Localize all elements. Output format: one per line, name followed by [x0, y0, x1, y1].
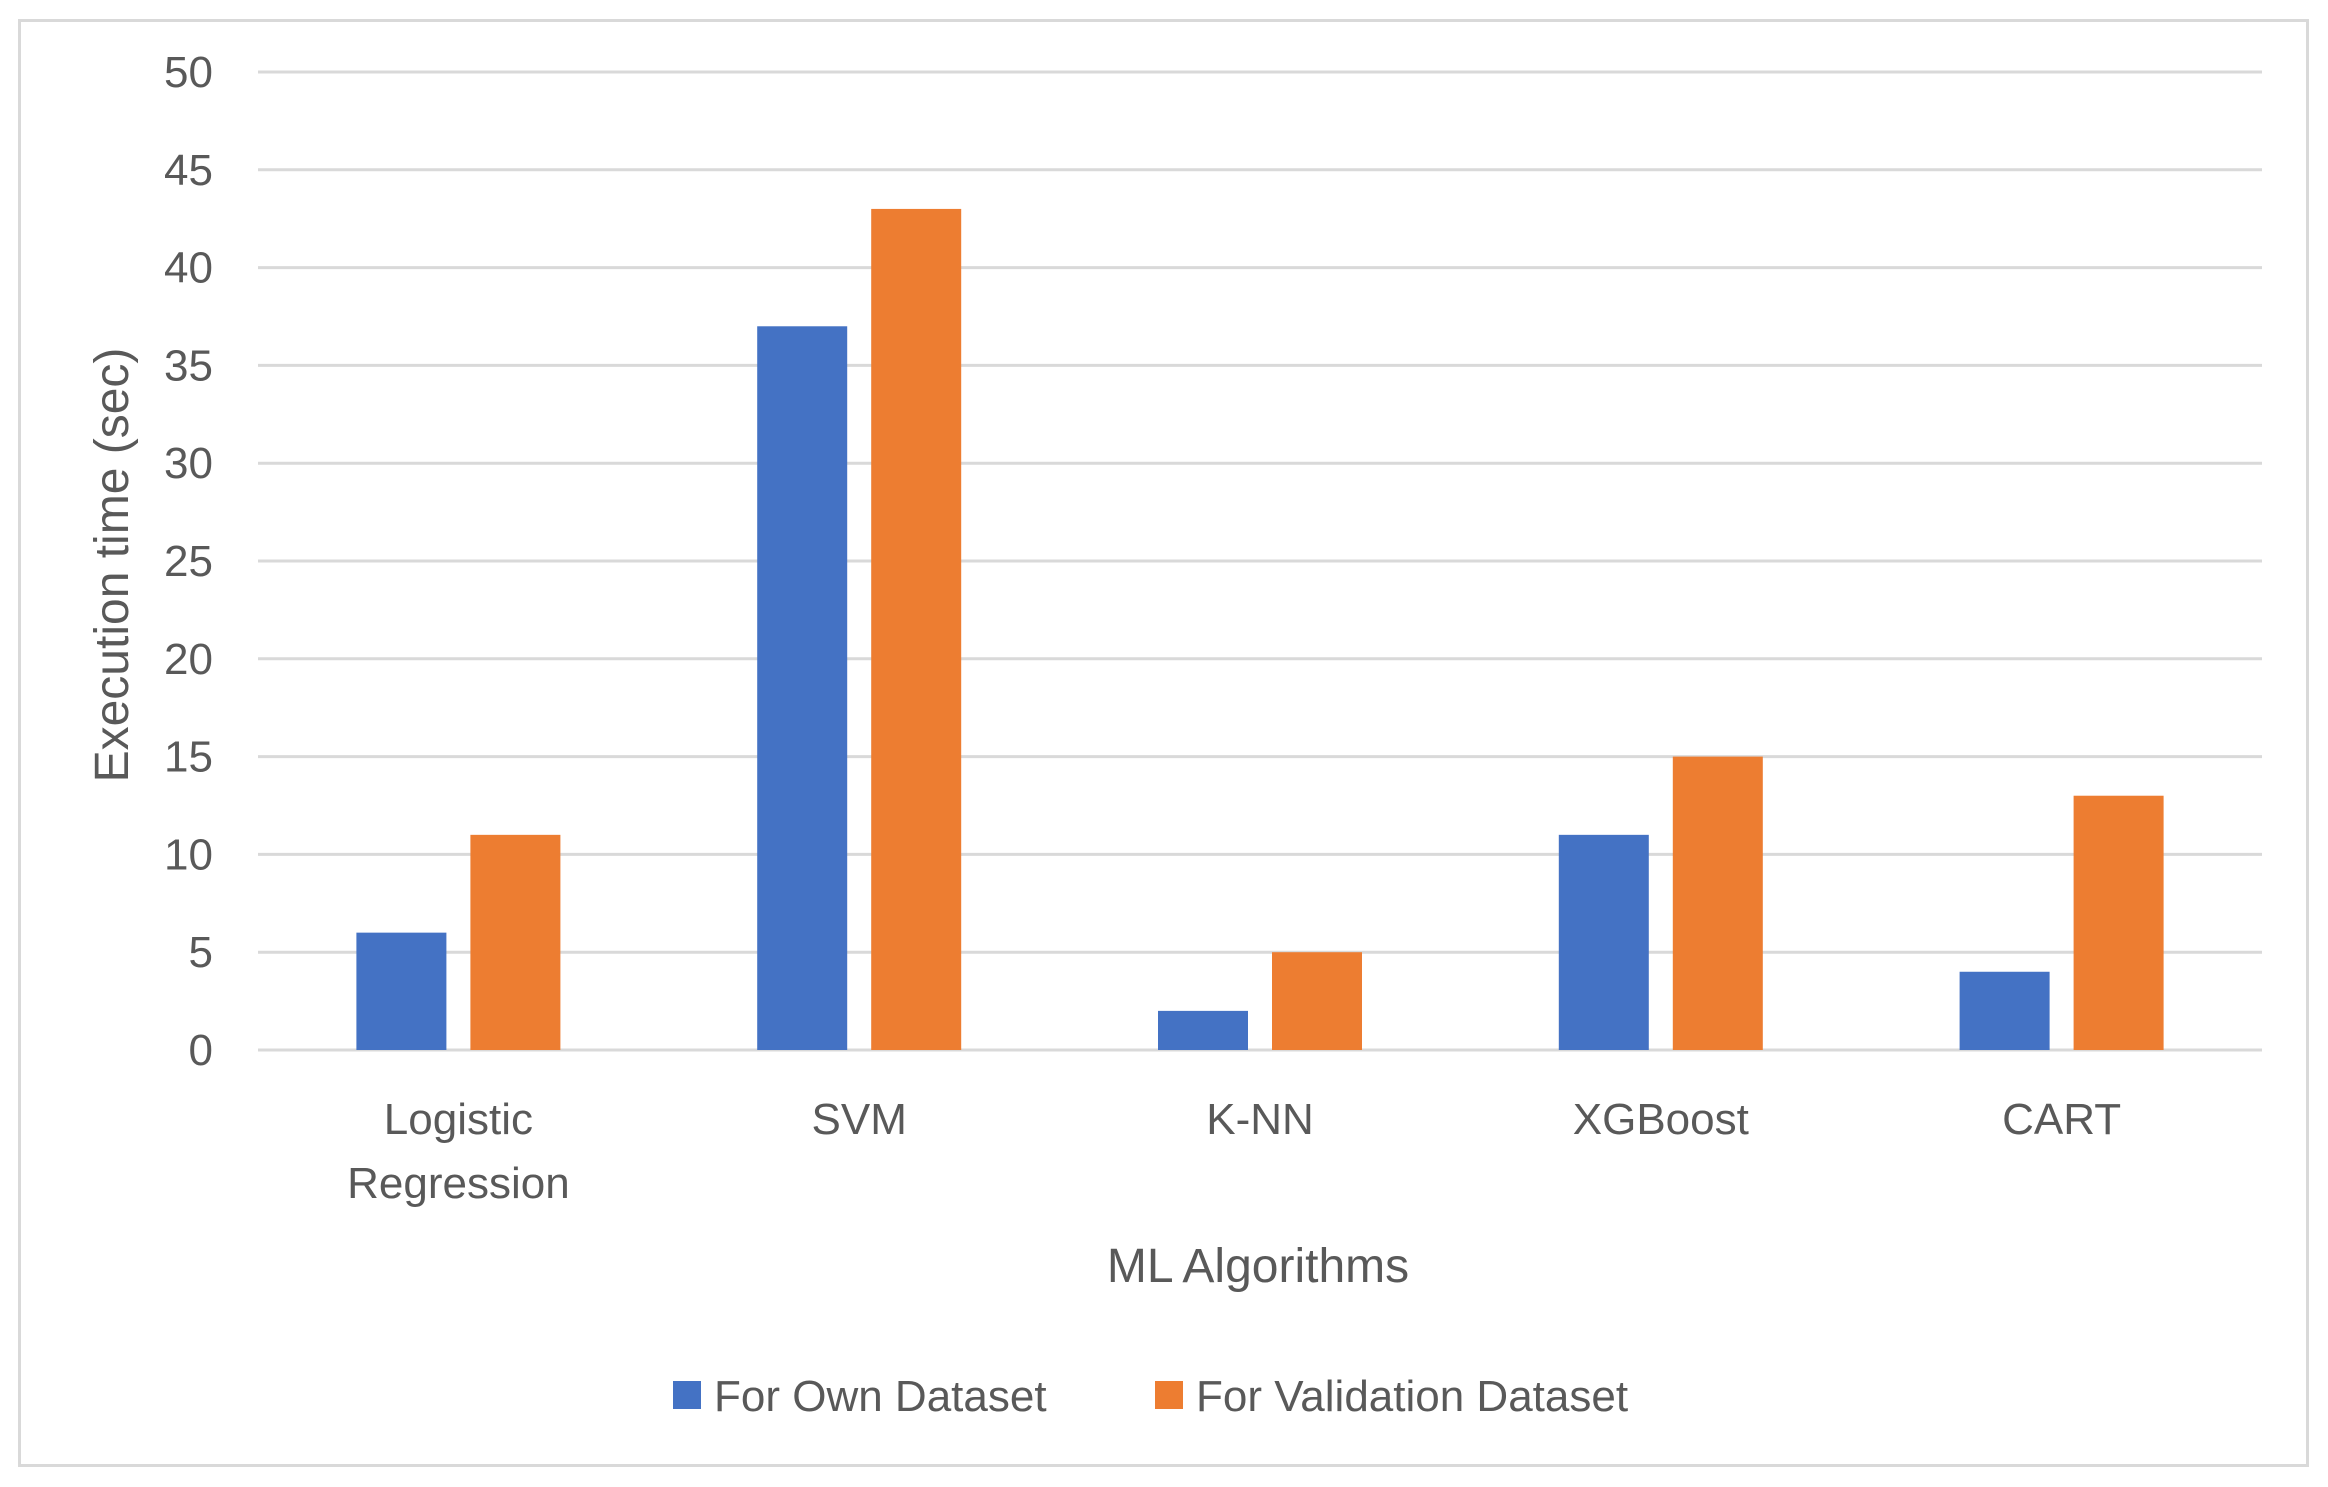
y-axis-title: Execution time (sec) [86, 348, 139, 783]
y-tick-label: 45 [164, 146, 213, 195]
y-tick-label: 10 [164, 830, 213, 879]
bar-validation-0 [470, 834, 561, 1050]
y-axis-ticks: 0 5 10 15 20 25 30 35 40 45 50 [164, 48, 213, 1075]
y-tick-label: 40 [164, 244, 213, 293]
x-tick-label: SVM [812, 1095, 907, 1144]
bar-validation-4 [2073, 795, 2164, 1050]
x-axis-title: ML Algorithms [1107, 1240, 1409, 1293]
bar-validation-3 [1672, 756, 1763, 1050]
y-tick-label: 30 [164, 439, 213, 488]
bar-validation-1 [871, 208, 962, 1051]
legend-swatch [1155, 1381, 1183, 1409]
y-tick-label: 15 [164, 733, 213, 782]
y-tick-label: 5 [189, 928, 213, 977]
bar-own-4 [1959, 971, 2050, 1050]
bar-own-3 [1558, 834, 1649, 1050]
legend-label: For Validation Dataset [1196, 1372, 1628, 1421]
gridlines [258, 70, 2262, 1052]
bar-own-2 [1158, 1010, 1248, 1050]
bar-own-1 [757, 326, 848, 1050]
y-tick-label: 50 [164, 48, 213, 97]
y-tick-label: 35 [164, 341, 213, 390]
bars [356, 208, 2164, 1051]
legend-swatch [673, 1381, 701, 1409]
legend: For Own Dataset For Validation Dataset [673, 1372, 1628, 1421]
x-tick-label: Regression [347, 1159, 570, 1208]
legend-label: For Own Dataset [714, 1372, 1047, 1421]
x-tick-label: K-NN [1206, 1095, 1314, 1144]
y-tick-label: 25 [164, 537, 213, 586]
y-tick-label: 20 [164, 635, 213, 684]
bar-own-0 [356, 932, 447, 1050]
x-tick-label: Logistic [384, 1095, 533, 1144]
y-tick-label: 0 [189, 1026, 213, 1075]
chart-frame [18, 19, 2309, 1467]
x-axis-ticks: Logistic Regression SVM K-NN XGBoost CART [347, 1095, 2121, 1208]
x-tick-label: CART [2002, 1095, 2121, 1144]
bar-validation-2 [1272, 952, 1362, 1050]
x-tick-label: XGBoost [1573, 1095, 1749, 1144]
